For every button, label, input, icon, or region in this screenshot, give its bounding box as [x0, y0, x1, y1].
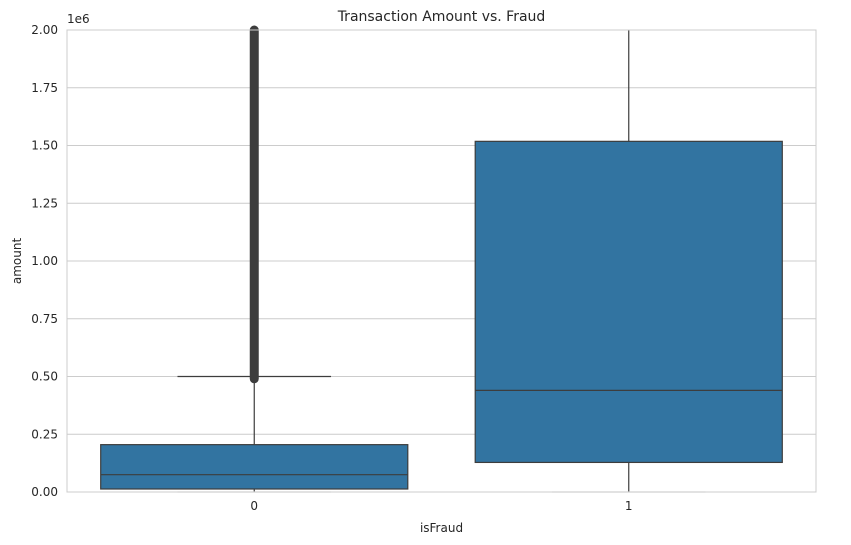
x-tick-label: 1	[625, 499, 633, 513]
y-tick-label: 0.25	[31, 427, 58, 441]
iqr-box	[100, 444, 409, 490]
box-group	[474, 30, 783, 493]
y-axis-offset-label: 1e6	[67, 12, 90, 26]
y-tick-label: 0.50	[31, 370, 58, 384]
y-tick-label: 2.00	[31, 23, 58, 37]
y-tick-label: 1.50	[31, 139, 58, 153]
iqr-box	[474, 140, 783, 464]
plot-frame	[66, 29, 817, 493]
y-tick-label: 0.75	[31, 312, 58, 326]
y-axis-label: amount	[10, 238, 24, 285]
y-tick-label: 1.00	[31, 254, 58, 268]
chart-title: Transaction Amount vs. Fraud	[337, 9, 546, 25]
y-tick-label: 1.25	[31, 196, 58, 210]
x-tick-label: 0	[250, 499, 258, 513]
x-axis-label: isFraud	[420, 521, 463, 535]
boxes	[100, 25, 783, 493]
y-tick-label: 0.00	[31, 485, 58, 499]
y-tick-labels: 0.00 0.25 0.50 0.75 1.00 1.25 1.50 1.75 2.00	[31, 23, 58, 499]
y-tick-label: 1.75	[31, 81, 58, 95]
